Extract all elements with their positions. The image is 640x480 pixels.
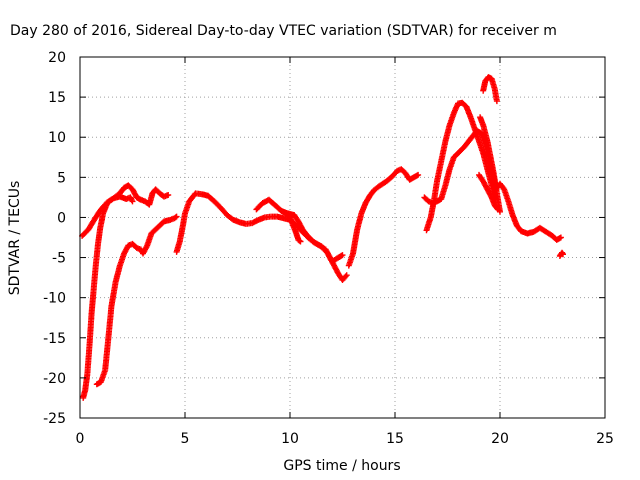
- data-point: [297, 238, 304, 245]
- y-tick-label: -25: [43, 411, 66, 427]
- y-tick-label: 0: [57, 210, 66, 226]
- data-point: [415, 171, 422, 178]
- series-pass-g: [345, 166, 422, 269]
- series-pass-c: [93, 213, 180, 388]
- data-point: [165, 192, 172, 198]
- y-tick-label: -10: [43, 291, 66, 307]
- data-point: [557, 234, 564, 241]
- data-point: [493, 98, 500, 105]
- series-pass-b: [80, 193, 136, 401]
- series-pass-f: [278, 208, 304, 245]
- data-points: [79, 74, 566, 401]
- series-pass-h: [423, 99, 499, 234]
- data-point: [494, 205, 501, 212]
- data-point: [339, 252, 346, 259]
- x-tick-label: 15: [386, 431, 404, 447]
- axis-ticks: 0 5 10 15 20 25 -25 -20 -15 -10 -5 0 5 10 15 20: [43, 50, 614, 447]
- y-tick-label: -5: [52, 251, 66, 267]
- x-tick-label: 20: [491, 431, 509, 447]
- y-tick-label: -15: [43, 331, 66, 347]
- y-tick-label: 5: [57, 170, 66, 186]
- plot-frame: [79, 56, 606, 419]
- x-tick-label: 25: [596, 431, 614, 447]
- series-pass-e: [253, 196, 346, 265]
- series-pass-k: [480, 74, 500, 105]
- y-tick-label: 20: [48, 50, 66, 66]
- y-tick-label: 15: [48, 90, 66, 106]
- y-axis-label: SDTVAR / TECUs: [7, 181, 23, 296]
- data-point: [129, 198, 136, 205]
- y-tick-label: 10: [48, 130, 66, 146]
- data-point: [173, 213, 180, 220]
- grid: [80, 57, 605, 418]
- data-point: [296, 237, 303, 244]
- chart-title: Day 280 of 2016, Sidereal Day-to-day VTE…: [10, 23, 557, 39]
- x-tick-label: 0: [76, 431, 85, 447]
- x-axis-label: GPS time / hours: [283, 458, 400, 474]
- x-tick-label: 5: [181, 431, 190, 447]
- data-point: [343, 272, 350, 279]
- data-point: [494, 206, 501, 213]
- x-tick-label: 10: [281, 431, 299, 447]
- data-point: [172, 214, 179, 221]
- series-pass-m: [556, 249, 566, 259]
- data-point: [342, 273, 349, 280]
- y-tick-label: -20: [43, 371, 66, 387]
- data-point: [560, 251, 566, 258]
- series-pass-l: [476, 171, 501, 213]
